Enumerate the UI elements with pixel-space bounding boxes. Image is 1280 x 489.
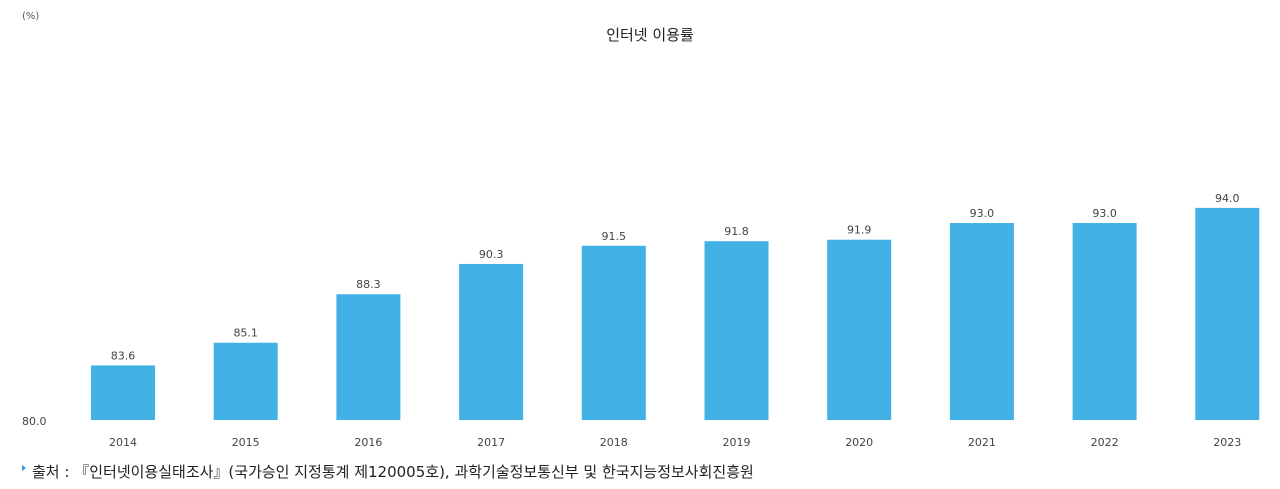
chart-title: 인터넷 이용률 (606, 26, 694, 44)
bar-2019 (704, 241, 769, 420)
bar-2017 (459, 263, 524, 420)
x-tick-label-2017: 2017 (477, 436, 505, 449)
data-label-2016: 88.3 (356, 278, 381, 291)
bar-2016 (336, 294, 401, 420)
bar-2020 (827, 239, 892, 420)
x-tick-label-2019: 2019 (723, 436, 751, 449)
x-tick-label-2015: 2015 (232, 436, 260, 449)
data-label-2019: 91.8 (724, 225, 749, 238)
data-label-2018: 91.5 (602, 230, 627, 243)
bar-2018 (581, 245, 646, 420)
y-tick-label: 80.0 (22, 415, 47, 428)
data-label-2017: 90.3 (479, 248, 504, 261)
source-text: 『인터넷이용실태조사』(국가승인 지정통계 제120005호), 과학기술정보통… (74, 463, 754, 481)
y-axis-unit: (%) (22, 11, 39, 22)
data-label-2015: 85.1 (233, 327, 258, 340)
data-label-2021: 93.0 (970, 207, 995, 220)
data-label-2020: 91.9 (847, 224, 872, 237)
x-tick-label-2020: 2020 (845, 436, 873, 449)
data-label-2022: 93.0 (1092, 207, 1117, 220)
bar-2021 (949, 223, 1014, 420)
bullet-icon (22, 465, 26, 471)
x-tick-label-2018: 2018 (600, 436, 628, 449)
x-tick-label-2014: 2014 (109, 436, 137, 449)
x-tick-label-2023: 2023 (1213, 436, 1241, 449)
source-note: 출처 : 『인터넷이용실태조사』(국가승인 지정통계 제120005호), 과학… (22, 462, 754, 482)
bar-2022 (1072, 223, 1137, 420)
data-label-2014: 83.6 (111, 349, 136, 362)
bar-2014 (91, 365, 155, 420)
x-tick-label-2016: 2016 (354, 436, 382, 449)
source-label: 출처 : (32, 463, 70, 481)
bar-2015 (213, 342, 278, 420)
x-tick-label-2022: 2022 (1091, 436, 1119, 449)
bar-2023 (1195, 207, 1260, 420)
x-tick-label-2021: 2021 (968, 436, 996, 449)
data-label-2023: 94.0 (1215, 192, 1240, 205)
